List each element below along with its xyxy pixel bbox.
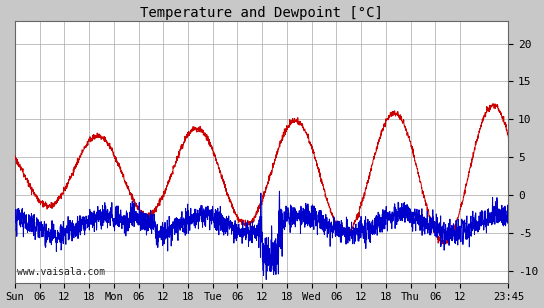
Text: www.vaisala.com: www.vaisala.com: [17, 267, 106, 278]
Title: Temperature and Dewpoint [°C]: Temperature and Dewpoint [°C]: [140, 6, 383, 19]
